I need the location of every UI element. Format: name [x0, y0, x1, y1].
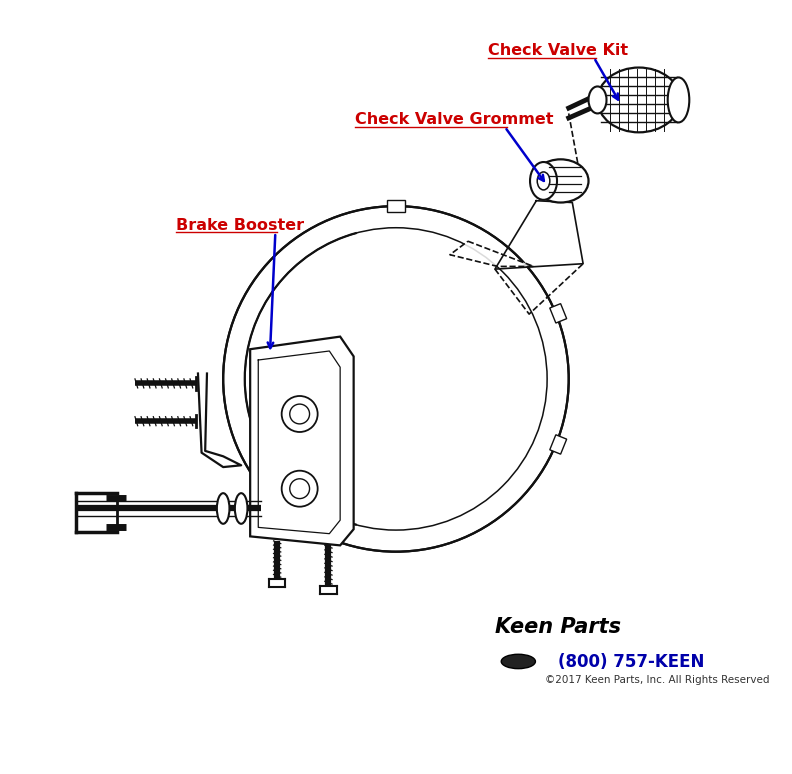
Ellipse shape	[530, 162, 557, 200]
Circle shape	[282, 396, 318, 432]
Text: (800) 757-KEEN: (800) 757-KEEN	[558, 652, 704, 671]
Text: Check Valve Kit: Check Valve Kit	[488, 43, 628, 58]
Circle shape	[282, 471, 318, 507]
Text: Brake Booster: Brake Booster	[177, 217, 304, 232]
Polygon shape	[550, 435, 567, 454]
Polygon shape	[550, 303, 567, 323]
Polygon shape	[387, 200, 405, 212]
Ellipse shape	[501, 654, 535, 669]
Text: Keen Parts: Keen Parts	[495, 617, 621, 637]
Polygon shape	[450, 241, 534, 266]
Circle shape	[223, 206, 569, 552]
Ellipse shape	[588, 87, 607, 114]
Ellipse shape	[597, 67, 680, 132]
Text: ©2017 Keen Parts, Inc. All Rights Reserved: ©2017 Keen Parts, Inc. All Rights Reserv…	[546, 675, 770, 685]
Polygon shape	[250, 337, 354, 546]
Ellipse shape	[668, 77, 689, 122]
Text: Check Valve Grommet: Check Valve Grommet	[356, 112, 554, 127]
Ellipse shape	[533, 159, 588, 203]
Ellipse shape	[235, 493, 247, 524]
Ellipse shape	[217, 493, 230, 524]
